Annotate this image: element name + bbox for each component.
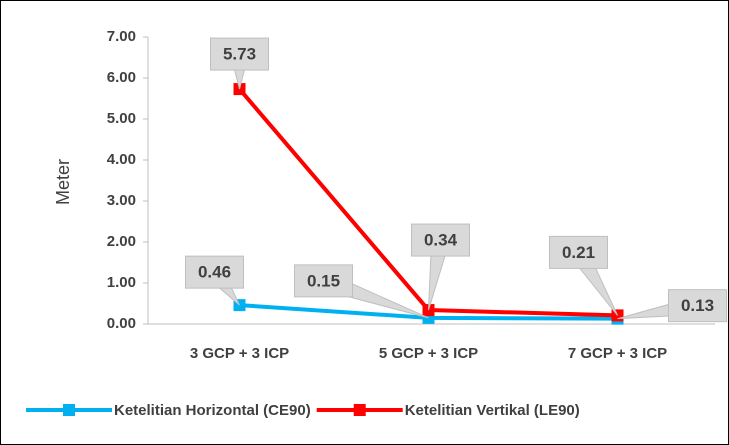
- y-tick-label: 7.00: [107, 28, 136, 45]
- legend-label: Ketelitian Horizontal (CE90): [114, 402, 311, 419]
- data-label: 0.34: [424, 231, 458, 250]
- y-tick-label: 3.00: [107, 192, 136, 209]
- callout-box: [668, 289, 727, 323]
- data-label: 0.46: [198, 263, 231, 282]
- x-tick-label: 3 GCP + 3 ICP: [190, 345, 289, 362]
- y-tick-label: 0.00: [107, 315, 136, 332]
- x-tick-label: 7 GCP + 3 ICP: [568, 345, 667, 362]
- y-tick-label: 1.00: [107, 274, 136, 291]
- callout-box: [549, 235, 608, 269]
- data-label: 5.73: [223, 45, 256, 64]
- legend-marker: [353, 404, 366, 416]
- callout-box: [294, 264, 353, 298]
- callout-box: [185, 255, 244, 289]
- y-tick-label: 6.00: [107, 69, 136, 86]
- y-tick-label: 2.00: [107, 233, 136, 250]
- data-label: 0.21: [562, 243, 595, 262]
- data-label: 0.13: [681, 296, 714, 315]
- y-axis-title: Meter: [53, 159, 73, 205]
- y-tick-label: 5.00: [107, 110, 136, 127]
- callout-box: [210, 37, 269, 71]
- data-label: 0.15: [307, 271, 340, 290]
- y-tick-label: 4.00: [107, 151, 136, 168]
- callout-box: [411, 223, 470, 257]
- legend-label: Ketelitian Vertikal (LE90): [405, 402, 580, 419]
- x-tick-label: 5 GCP + 3 ICP: [379, 345, 478, 362]
- legend-marker: [63, 404, 75, 416]
